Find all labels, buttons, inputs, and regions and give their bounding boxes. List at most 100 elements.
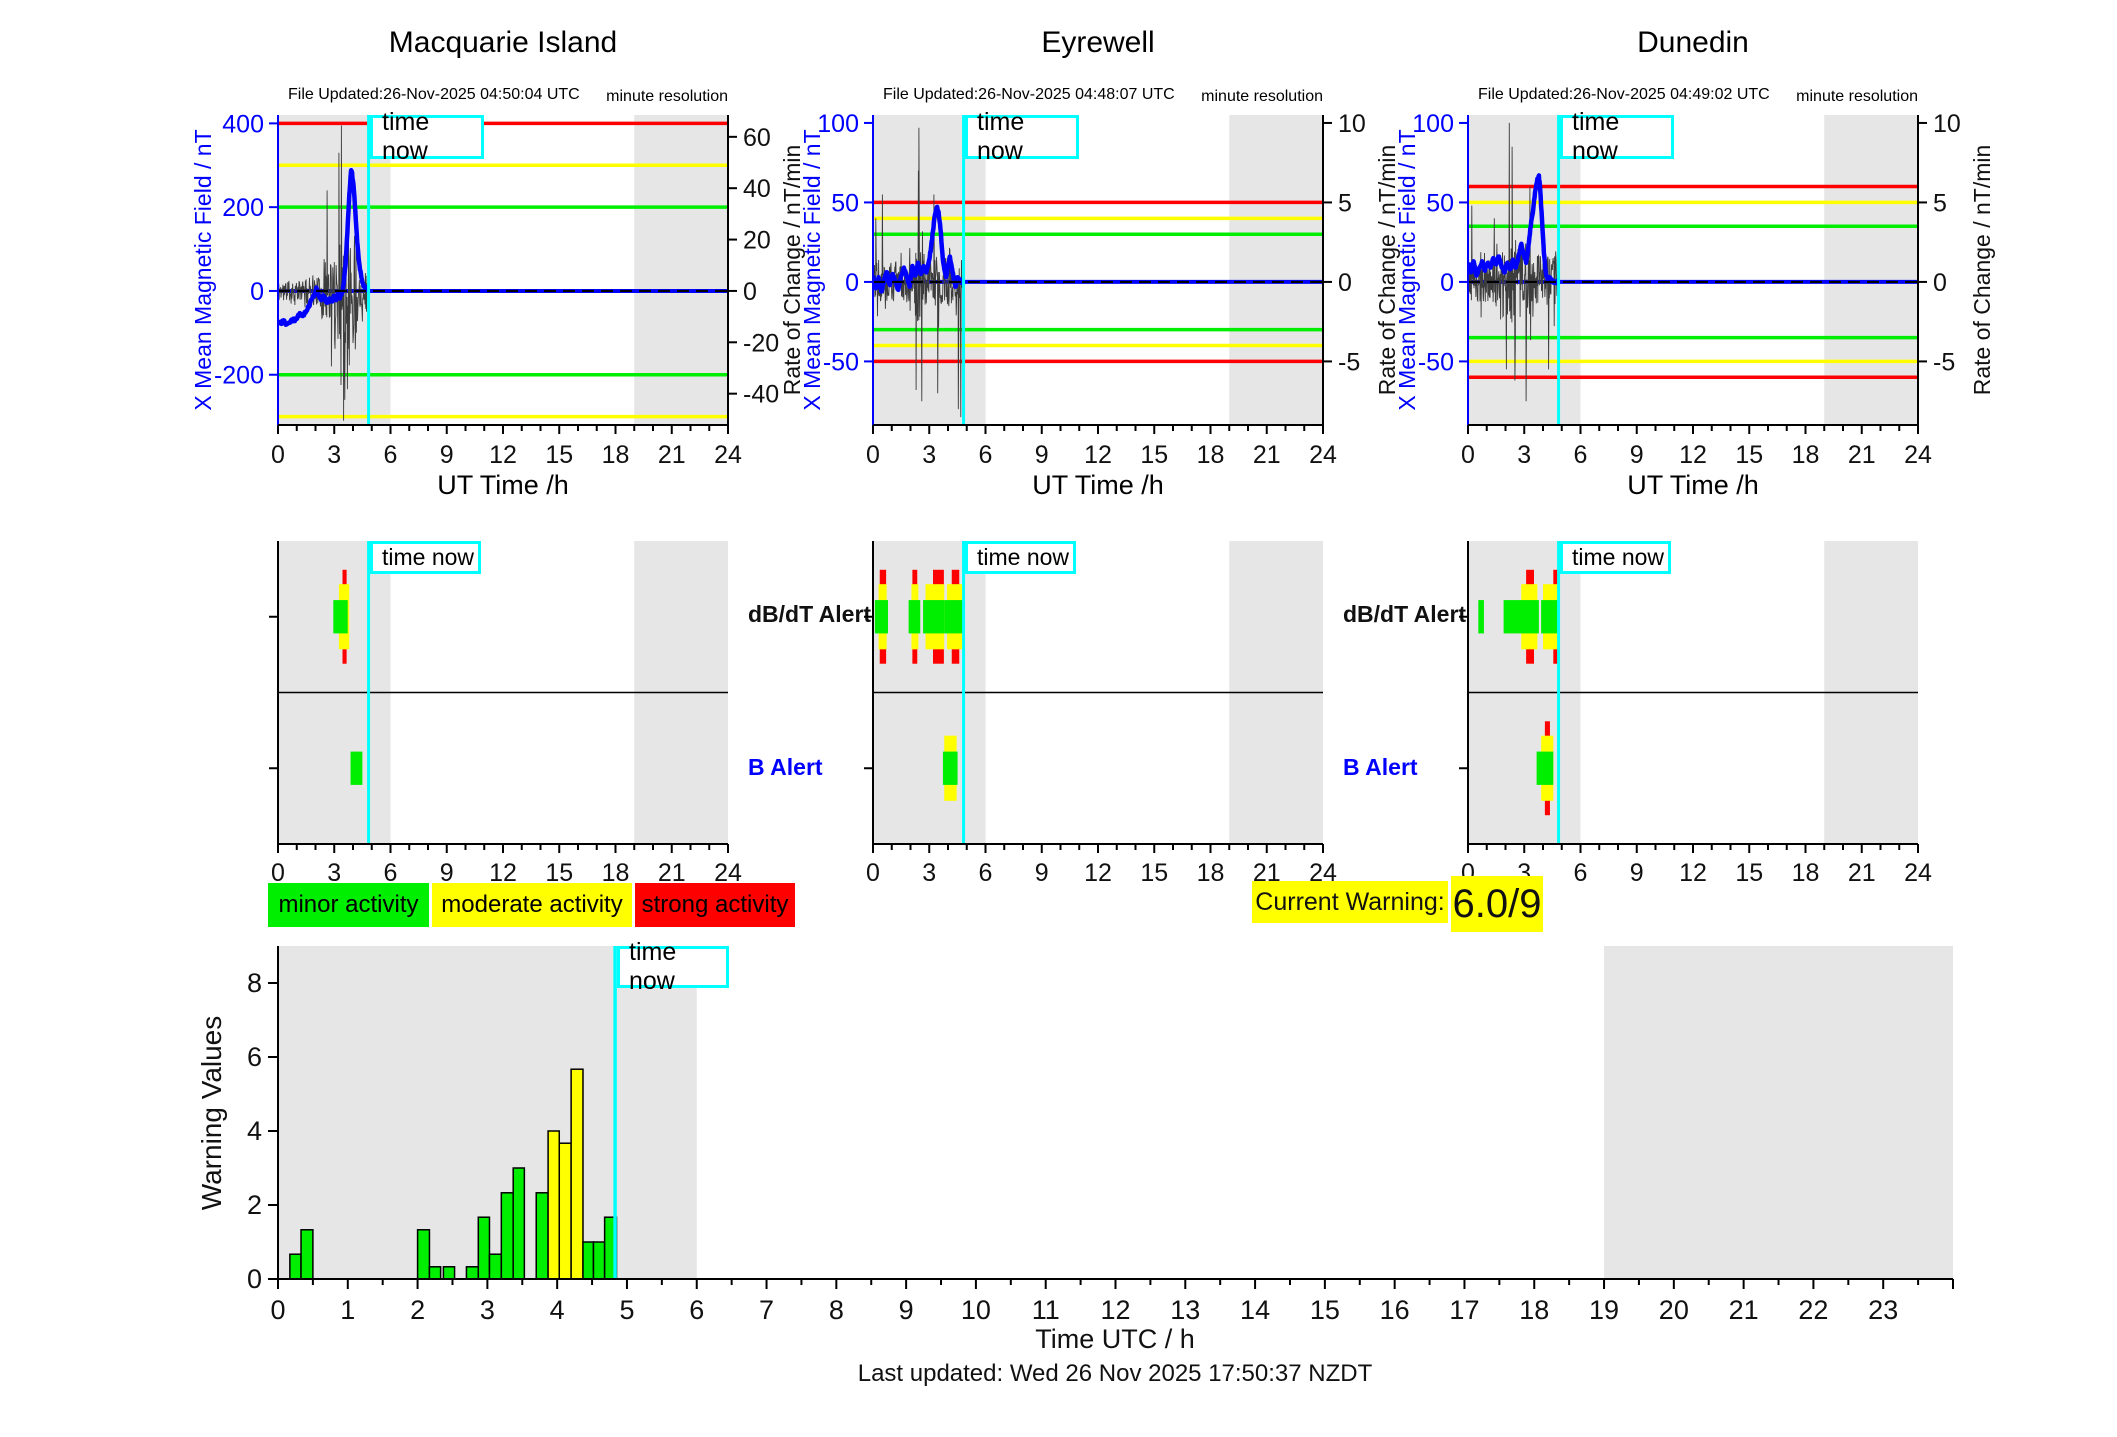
left-tick-label: 200 xyxy=(222,194,264,222)
left-axis-label: X Mean Magnetic Field / nT xyxy=(799,129,825,410)
time-now-text: time now xyxy=(1572,108,1620,165)
x-tick-label: 18 xyxy=(1792,441,1820,469)
left-axis-label: X Mean Magnetic Field / nT xyxy=(190,129,216,410)
x-tick-label: 21 xyxy=(1253,441,1281,469)
x-tick-label: 7 xyxy=(759,1295,774,1325)
x-tick-label: 13 xyxy=(1170,1295,1200,1325)
legend-strong-activity: strong activity xyxy=(635,883,795,927)
x-tick-label: 19 xyxy=(1589,1295,1619,1325)
right-tick-label: -20 xyxy=(743,329,779,357)
right-tick-label: -5 xyxy=(1933,348,1955,376)
right-tick-label: 0 xyxy=(743,278,757,306)
right-tick-label: 20 xyxy=(743,227,771,255)
plot-content xyxy=(1468,122,1918,402)
right-tick-label: 10 xyxy=(1338,110,1366,138)
x-tick-label: 12 xyxy=(1084,441,1112,469)
last-updated-text: Last updated: Wed 26 Nov 2025 17:50:37 N… xyxy=(857,1360,1373,1387)
x-tick-label: 21 xyxy=(1729,1295,1759,1325)
warning-bar xyxy=(500,1192,514,1280)
file-updated-note: File Updated:26-Nov-2025 04:49:02 UTC xyxy=(1478,86,1770,103)
x-tick-label: 9 xyxy=(1630,441,1644,469)
x-tick-label: 6 xyxy=(1574,441,1588,469)
x-tick-label: 9 xyxy=(440,859,454,887)
x-tick-label: 0 xyxy=(866,441,880,469)
warning-bar xyxy=(512,1167,526,1280)
left-tick-label: 50 xyxy=(831,189,859,217)
x-tick-label: 0 xyxy=(866,859,880,887)
time-now-text: time now xyxy=(977,108,1025,165)
dbdt-alert-mark-green xyxy=(1478,600,1484,634)
mean-field-trace xyxy=(1468,173,1561,286)
right-tick-label: 0 xyxy=(1338,269,1352,297)
left-tick-label: 50 xyxy=(1426,189,1454,217)
dbdt-alert-mark-green xyxy=(1520,600,1539,634)
dbdt-alert-label: dB/dT Alert xyxy=(1343,601,1467,627)
macquarie-alert-panel: 0 3 6 9 12 15 18 21 24 xyxy=(269,541,742,887)
dbdt-alert-mark-green xyxy=(908,600,921,634)
x-tick-label: 3 xyxy=(327,441,341,469)
x-tick-label: 12 xyxy=(1100,1295,1130,1325)
x-tick-label: 0 xyxy=(271,859,285,887)
warning-bar xyxy=(570,1068,584,1280)
dbdt-alert-mark-green xyxy=(333,600,348,634)
x-tick-label: 0 xyxy=(270,1295,285,1325)
dbdt-alert-mark-green xyxy=(1503,600,1521,634)
x-tick-label: 23 xyxy=(1868,1295,1898,1325)
x-tick-label: 18 xyxy=(602,441,630,469)
left-tick-label: 400 xyxy=(222,110,264,138)
x-tick-label: 24 xyxy=(1904,859,1932,887)
time-now-flag: time now xyxy=(1560,108,1674,165)
resolution-note: minute resolution xyxy=(606,88,728,105)
x-tick-label: 18 xyxy=(1197,859,1225,887)
b-alert-mark-green xyxy=(942,751,958,785)
night-shading xyxy=(634,115,728,425)
x-tick-label: 18 xyxy=(1519,1295,1549,1325)
x-axis-title: UT Time /h xyxy=(437,470,569,500)
right-tick-label: 60 xyxy=(743,124,771,152)
x-tick-label: 16 xyxy=(1380,1295,1410,1325)
x-tick-label: 3 xyxy=(922,859,936,887)
x-tick-label: 24 xyxy=(714,859,742,887)
time-now-text: time now xyxy=(977,544,1070,570)
x-tick-label: 15 xyxy=(1140,859,1168,887)
y-tick-label: 2 xyxy=(247,1190,262,1220)
warning-bar xyxy=(428,1266,442,1280)
right-axis-label: Rate of Change / nT/min xyxy=(1969,145,1995,396)
night-shading xyxy=(1824,115,1918,425)
x-tick-label: 3 xyxy=(327,859,341,887)
warning-bar xyxy=(300,1229,314,1280)
warning-bar xyxy=(547,1130,561,1280)
x-tick-label: 24 xyxy=(714,441,742,469)
x-tick-label: 0 xyxy=(271,441,285,469)
time-now-text: time now xyxy=(382,108,430,165)
b-alert-label: B Alert xyxy=(1343,754,1418,780)
time-now-text: time now xyxy=(629,938,677,995)
dbdt-alert-mark-green xyxy=(944,600,964,634)
right-tick-label: 10 xyxy=(1933,110,1961,138)
left-tick-label: 100 xyxy=(1412,110,1454,138)
left-tick-label: 100 xyxy=(817,110,859,138)
x-tick-label: 22 xyxy=(1798,1295,1828,1325)
dunedin-alert-panel: 0 3 6 9 12 15 18 21 24 xyxy=(1459,541,1932,887)
x-tick-label: 15 xyxy=(545,441,573,469)
x-tick-label: 6 xyxy=(689,1295,704,1325)
x-tick-label: 14 xyxy=(1240,1295,1270,1325)
x-tick-label: 24 xyxy=(1904,441,1932,469)
x-tick-label: 12 xyxy=(1679,441,1707,469)
y-tick-label: 0 xyxy=(247,1264,262,1294)
time-now-flag: time now xyxy=(370,108,484,165)
x-tick-label: 18 xyxy=(1197,441,1225,469)
warning-bar xyxy=(535,1192,549,1280)
time-now-text: time now xyxy=(382,544,475,570)
rate-of-change-trace xyxy=(873,127,964,418)
right-tick-label: 40 xyxy=(743,175,771,203)
x-tick-label: 9 xyxy=(1035,859,1049,887)
warning-bar xyxy=(582,1241,595,1280)
right-tick-label: -5 xyxy=(1338,348,1360,376)
time-now-flag: time now xyxy=(1560,541,1671,574)
right-tick-label: -40 xyxy=(743,381,779,409)
dbdt-alert-mark-green xyxy=(923,600,945,634)
night-shading xyxy=(1604,946,1953,1279)
